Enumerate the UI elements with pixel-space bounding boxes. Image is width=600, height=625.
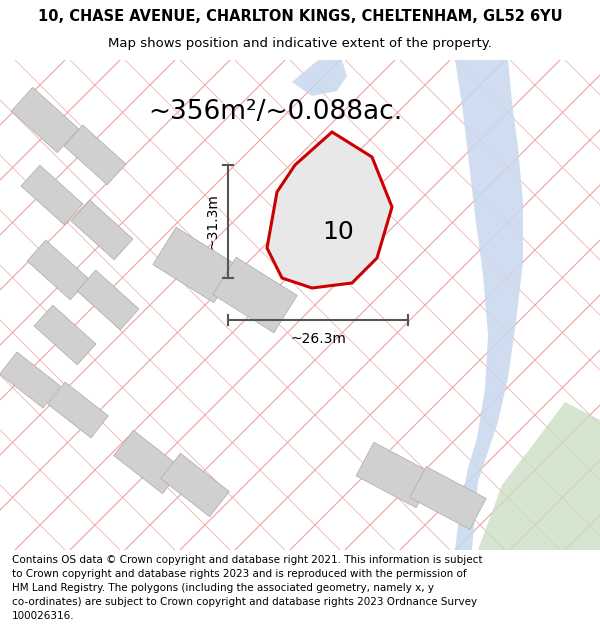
Text: ~26.3m: ~26.3m <box>290 332 346 346</box>
Polygon shape <box>0 352 60 408</box>
Polygon shape <box>34 305 96 365</box>
Polygon shape <box>48 382 108 438</box>
Polygon shape <box>410 467 486 529</box>
Polygon shape <box>267 132 392 288</box>
Polygon shape <box>153 228 237 302</box>
Polygon shape <box>27 240 89 300</box>
Polygon shape <box>356 442 434 508</box>
Text: 100026316.: 100026316. <box>12 611 74 621</box>
Text: co-ordinates) are subject to Crown copyright and database rights 2023 Ordnance S: co-ordinates) are subject to Crown copyr… <box>12 597 477 607</box>
Text: 10, CHASE AVENUE, CHARLTON KINGS, CHELTENHAM, GL52 6YU: 10, CHASE AVENUE, CHARLTON KINGS, CHELTE… <box>38 9 562 24</box>
Polygon shape <box>114 430 182 494</box>
Polygon shape <box>455 60 523 550</box>
Polygon shape <box>478 402 600 550</box>
Polygon shape <box>77 270 139 330</box>
Text: ~356m²/~0.088ac.: ~356m²/~0.088ac. <box>148 99 402 125</box>
Text: to Crown copyright and database rights 2023 and is reproduced with the permissio: to Crown copyright and database rights 2… <box>12 569 467 579</box>
Text: Contains OS data © Crown copyright and database right 2021. This information is : Contains OS data © Crown copyright and d… <box>12 555 482 565</box>
Text: Map shows position and indicative extent of the property.: Map shows position and indicative extent… <box>108 37 492 50</box>
Text: ~31.3m: ~31.3m <box>205 194 219 249</box>
Polygon shape <box>292 60 347 96</box>
Polygon shape <box>21 165 83 225</box>
Polygon shape <box>213 258 297 332</box>
Polygon shape <box>161 453 229 517</box>
Polygon shape <box>71 200 133 260</box>
Polygon shape <box>64 125 126 185</box>
Polygon shape <box>11 88 79 152</box>
Text: HM Land Registry. The polygons (including the associated geometry, namely x, y: HM Land Registry. The polygons (includin… <box>12 583 434 593</box>
Text: 10: 10 <box>322 220 354 244</box>
